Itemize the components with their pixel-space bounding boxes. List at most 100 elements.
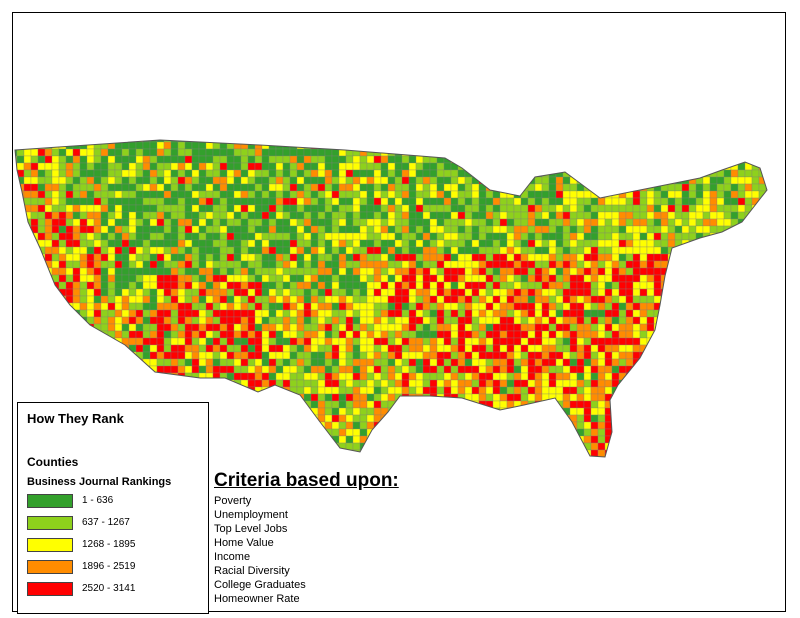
county-cell — [681, 358, 690, 367]
county-cell — [625, 316, 634, 325]
county-cell — [163, 148, 172, 157]
county-cell — [773, 429, 780, 436]
county-cell — [681, 204, 690, 213]
county-cell — [93, 204, 102, 213]
county-cell — [429, 239, 438, 248]
county-cell — [15, 421, 18, 430]
county-cell — [471, 183, 480, 192]
county-cell — [198, 155, 207, 164]
county-cell — [541, 281, 550, 290]
county-cell — [226, 316, 235, 325]
county-cell — [773, 380, 780, 387]
county-cell — [576, 330, 585, 339]
county-cell — [639, 225, 648, 234]
county-cell — [44, 379, 53, 388]
county-cell — [93, 358, 102, 367]
county-cell — [128, 323, 137, 332]
county-cell — [695, 435, 704, 444]
county-cell — [380, 344, 389, 353]
county-cell — [359, 309, 368, 318]
county-cell — [751, 155, 760, 164]
county-cell — [282, 197, 291, 206]
county-cell — [16, 267, 25, 276]
county-cell — [331, 351, 340, 360]
county-cell — [23, 351, 32, 360]
county-cell — [261, 323, 270, 332]
county-cell — [345, 365, 354, 374]
county-cell — [660, 309, 669, 318]
county-cell — [569, 140, 578, 143]
county-cell — [457, 239, 466, 248]
county-cell — [261, 435, 270, 444]
county-cell — [198, 148, 207, 157]
county-cell — [114, 162, 123, 171]
county-cell — [240, 260, 249, 269]
county-cell — [527, 351, 536, 360]
county-cell — [758, 330, 767, 339]
county-cell — [765, 246, 767, 255]
county-cell — [317, 260, 326, 269]
county-cell — [667, 295, 676, 304]
county-cell — [66, 128, 73, 135]
county-cell — [590, 197, 599, 206]
county-cell — [702, 141, 711, 150]
county-cell — [513, 407, 522, 416]
county-cell — [429, 190, 438, 199]
county-cell — [625, 365, 634, 374]
county-cell — [219, 169, 228, 178]
county-cell — [695, 197, 704, 206]
county-cell — [464, 351, 473, 360]
county-cell — [513, 358, 522, 367]
county-cell — [548, 323, 557, 332]
county-cell — [359, 358, 368, 367]
county-cell — [114, 140, 123, 143]
county-cell — [478, 302, 487, 311]
county-cell — [380, 351, 389, 360]
county-cell — [107, 253, 116, 262]
county-cell — [296, 253, 305, 262]
county-cell — [773, 331, 780, 338]
county-cell — [471, 148, 480, 157]
county-cell — [716, 379, 725, 388]
county-cell — [744, 414, 753, 423]
county-cell — [590, 140, 599, 143]
county-cell — [478, 260, 487, 269]
county-cell — [513, 204, 522, 213]
county-cell — [457, 414, 466, 423]
county-cell — [107, 309, 116, 318]
county-cell — [163, 379, 172, 388]
county-cell — [513, 337, 522, 346]
county-cell — [296, 155, 305, 164]
county-cell — [261, 337, 270, 346]
county-cell — [541, 162, 550, 171]
county-cell — [709, 421, 718, 430]
county-cell — [240, 183, 249, 192]
county-cell — [709, 358, 718, 367]
county-cell — [520, 140, 529, 143]
county-cell — [352, 435, 361, 444]
county-cell — [457, 225, 466, 234]
county-cell — [674, 267, 683, 276]
county-cell — [23, 246, 32, 255]
county-cell — [261, 162, 270, 171]
county-cell — [653, 141, 662, 150]
county-cell — [632, 267, 641, 276]
county-cell — [695, 316, 704, 325]
county-cell — [261, 295, 270, 304]
county-cell — [744, 337, 753, 346]
county-cell — [121, 197, 130, 206]
county-cell — [240, 148, 249, 157]
county-cell — [240, 190, 249, 199]
county-cell — [751, 351, 760, 360]
county-cell — [114, 169, 123, 178]
county-cell — [653, 183, 662, 192]
county-cell — [15, 183, 18, 192]
county-cell — [709, 183, 718, 192]
county-cell — [702, 295, 711, 304]
county-cell — [492, 218, 501, 227]
county-cell — [506, 386, 515, 395]
county-cell — [107, 365, 116, 374]
county-cell — [205, 183, 214, 192]
county-cell — [401, 274, 410, 283]
county-cell — [373, 246, 382, 255]
